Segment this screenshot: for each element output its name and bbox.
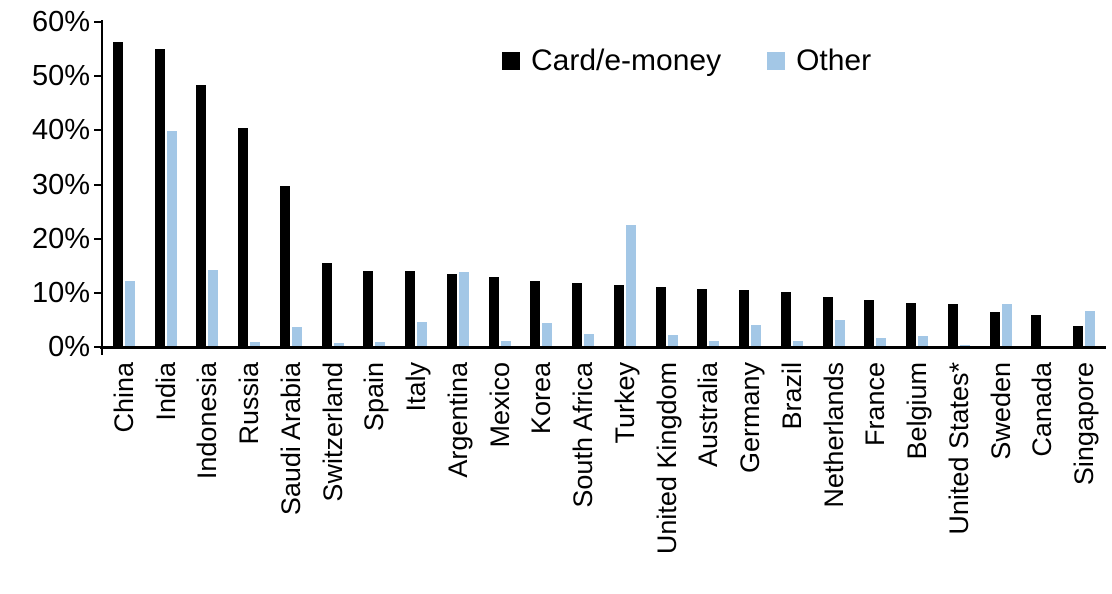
bar-card-e-money-india — [154, 49, 165, 347]
bar-other-italy — [417, 322, 428, 347]
legend-swatch-other-icon — [767, 52, 786, 70]
bar-card-e-money-united-kingdom — [655, 286, 666, 347]
bar-other-sweden — [1001, 303, 1012, 347]
x-axis-label-spain: Spain — [359, 362, 390, 432]
x-axis-label-china: China — [108, 362, 139, 433]
bar-card-e-money-south-africa — [572, 283, 583, 347]
y-axis-tick-label: 30% — [31, 168, 90, 201]
legend-item-card-e-money: Card/e-money — [502, 44, 721, 78]
y-axis-tick — [94, 21, 103, 23]
bar-other-netherlands — [834, 320, 845, 347]
bar-other-spain — [375, 341, 386, 347]
bar-card-e-money-china — [112, 42, 123, 347]
bar-card-e-money-mexico — [488, 277, 499, 347]
x-axis-label-belgium: Belgium — [902, 362, 933, 460]
x-axis-label-indonesia: Indonesia — [192, 362, 223, 480]
x-axis-label-brazil: Brazil — [776, 362, 807, 430]
y-axis-tick-label: 0% — [48, 331, 90, 363]
bar-other-united-kingdom — [667, 334, 678, 347]
y-axis-tick — [94, 75, 103, 78]
bar-other-brazil — [792, 340, 803, 347]
x-axis-label-mexico: Mexico — [484, 362, 515, 448]
y-axis-tick — [94, 346, 103, 348]
y-axis-tick — [94, 129, 103, 132]
bar-other-switzerland — [333, 343, 344, 347]
x-axis-label-germany: Germany — [735, 362, 766, 474]
bar-other-china — [124, 280, 135, 347]
bar-other-korea — [542, 322, 553, 347]
bar-other-germany — [751, 325, 762, 347]
x-axis-label-italy: Italy — [401, 362, 432, 412]
bar-other-singapore — [1085, 310, 1096, 347]
x-axis-label-korea: Korea — [526, 362, 557, 435]
y-axis-line — [101, 20, 103, 355]
bar-other-australia — [709, 340, 720, 347]
bar-card-e-money-germany — [739, 289, 750, 347]
bar-card-e-money-singapore — [1073, 325, 1084, 347]
legend-label-other: Other — [796, 44, 872, 77]
y-axis-tick — [94, 183, 103, 186]
bar-card-e-money-sweden — [989, 312, 1000, 347]
x-axis-label-france: France — [860, 362, 891, 447]
x-axis-label-switzerland: Switzerland — [317, 362, 348, 502]
y-axis-tick — [94, 237, 103, 240]
y-axis-tick-label: 10% — [31, 276, 90, 309]
bar-card-e-money-belgium — [906, 302, 917, 347]
y-axis-tick-label: 40% — [31, 114, 90, 147]
x-axis-label-united-kingdom: United Kingdom — [651, 362, 682, 555]
bar-card-e-money-turkey — [613, 284, 624, 347]
bar-other-mexico — [500, 340, 511, 347]
bar-other-saudi-arabia — [291, 326, 302, 347]
bar-other-france — [876, 338, 887, 347]
x-axis-label-argentina: Argentina — [442, 362, 473, 478]
bar-other-south-africa — [584, 334, 595, 347]
bar-card-e-money-spain — [363, 270, 374, 347]
bar-card-e-money-netherlands — [822, 296, 833, 347]
legend: Card/e-money Other — [502, 44, 871, 78]
bar-card-e-money-united-states — [947, 304, 958, 347]
bar-card-e-money-saudi-arabia — [279, 185, 290, 347]
legend-swatch-card-e-money-icon — [502, 52, 520, 70]
bar-other-russia — [250, 342, 261, 347]
x-axis-label-sweden: Sweden — [985, 362, 1016, 460]
y-axis-tick — [94, 291, 103, 294]
y-axis-tick-label: 20% — [31, 222, 90, 255]
bar-card-e-money-russia — [238, 127, 249, 347]
legend-label-card-e-money: Card/e-money — [531, 44, 722, 77]
x-axis-label-singapore: Singapore — [1069, 362, 1100, 486]
bar-card-e-money-australia — [697, 288, 708, 347]
bar-card-e-money-italy — [405, 270, 416, 347]
y-axis-tick-label: 50% — [31, 60, 90, 93]
x-axis-label-netherlands: Netherlands — [818, 362, 849, 508]
x-axis-line — [100, 346, 1106, 349]
bar-card-e-money-korea — [530, 280, 541, 347]
legend-item-other: Other — [767, 44, 871, 78]
bar-card-e-money-canada — [1031, 314, 1042, 347]
x-axis-label-russia: Russia — [234, 362, 265, 445]
y-axis-tick-label: 60% — [31, 6, 90, 38]
x-axis-label-united-states: United States* — [943, 362, 974, 535]
bar-card-e-money-brazil — [780, 292, 791, 347]
bar-other-belgium — [918, 335, 929, 347]
bar-other-indonesia — [208, 269, 219, 347]
x-axis-label-india: India — [150, 362, 181, 421]
bar-other-turkey — [625, 224, 636, 347]
x-axis-label-saudi-arabia: Saudi Arabia — [275, 362, 306, 516]
bar-other-india — [166, 131, 177, 347]
x-axis-label-south-africa: South Africa — [568, 362, 599, 508]
x-axis-label-australia: Australia — [693, 362, 724, 468]
bar-other-argentina — [458, 271, 469, 347]
x-axis-label-turkey: Turkey — [609, 362, 640, 444]
bar-card-e-money-indonesia — [196, 85, 207, 347]
bar-card-e-money-switzerland — [321, 263, 332, 347]
bar-card-e-money-france — [864, 299, 875, 347]
bar-card-e-money-argentina — [446, 274, 457, 347]
x-axis-label-canada: Canada — [1027, 362, 1058, 457]
